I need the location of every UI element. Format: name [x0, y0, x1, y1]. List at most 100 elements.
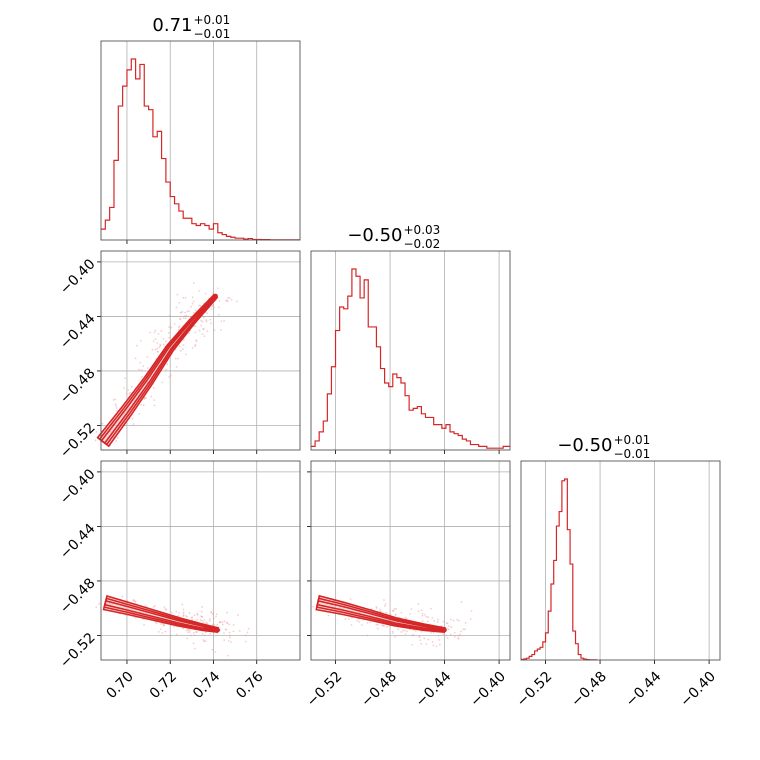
- sample-point: [175, 365, 178, 368]
- sample-point: [123, 377, 126, 380]
- sample-point: [164, 608, 167, 610]
- sample-point: [411, 643, 414, 646]
- sample-point: [200, 610, 203, 613]
- title-lower-error: −0.02: [404, 237, 441, 251]
- sample-point: [376, 627, 379, 630]
- sample-point: [123, 387, 125, 389]
- sample-point: [229, 636, 231, 639]
- sample-point: [169, 634, 172, 637]
- sample-point: [168, 336, 171, 339]
- sample-point: [115, 404, 118, 407]
- sample-point: [202, 316, 205, 319]
- sample-point: [464, 628, 466, 631]
- sample-point: [200, 324, 203, 327]
- sample-point: [154, 348, 157, 351]
- panel-param1-vs-param2-axes: −0.40 −0.44 −0.48 −0.52: [57, 251, 300, 461]
- sample-point: [194, 309, 197, 312]
- sample-point: [192, 311, 195, 314]
- sample-point: [450, 618, 452, 621]
- sample-point: [194, 331, 197, 334]
- title-upper-error: +0.01: [194, 13, 231, 27]
- sample-point: [180, 311, 183, 314]
- sample-point: [405, 617, 408, 620]
- sample-point: [177, 357, 179, 360]
- panel-frame: [100, 250, 301, 451]
- sample-point: [226, 300, 229, 302]
- sample-point: [205, 319, 208, 321]
- sample-point: [392, 609, 395, 612]
- sample-point: [420, 642, 423, 645]
- sample-point: [203, 634, 206, 637]
- sample-point: [195, 340, 198, 343]
- sample-point: [153, 399, 156, 402]
- sample-point: [427, 616, 430, 619]
- sample-point: [409, 612, 412, 615]
- sample-point: [129, 391, 132, 394]
- sample-point: [179, 317, 182, 320]
- sample-point: [423, 637, 426, 640]
- title-upper-error: +0.01: [614, 433, 651, 447]
- sample-point: [190, 617, 193, 619]
- sample-point: [182, 296, 185, 299]
- sample-point: [375, 605, 378, 608]
- sample-point: [394, 635, 396, 638]
- sample-point: [457, 634, 460, 637]
- sample-point: [214, 650, 217, 653]
- sample-point: [381, 624, 384, 627]
- sample-point: [213, 306, 216, 309]
- sample-point: [192, 300, 195, 303]
- sample-point: [212, 613, 215, 616]
- sample-point: [175, 306, 178, 309]
- sample-point: [138, 412, 141, 415]
- sample-point: [177, 326, 180, 329]
- sample-point: [201, 320, 204, 323]
- sample-point: [457, 637, 460, 640]
- sample-point: [174, 357, 177, 360]
- sample-point: [134, 357, 137, 360]
- sample-point: [185, 615, 188, 617]
- panel-frame: [100, 40, 301, 241]
- sample-point: [156, 347, 159, 350]
- sample-point: [400, 631, 403, 633]
- sample-point: [225, 628, 228, 631]
- sample-point: [139, 339, 142, 342]
- contour-param1-vs-param2: [94, 282, 238, 448]
- sample-point: [216, 623, 219, 626]
- sample-point: [161, 381, 164, 384]
- sample-point: [442, 620, 445, 623]
- sample-point: [426, 620, 429, 623]
- sample-point: [226, 622, 229, 625]
- sample-point: [383, 605, 386, 607]
- sample-point: [168, 326, 171, 328]
- sample-point: [162, 343, 165, 346]
- sample-point: [389, 613, 392, 616]
- sample-point: [446, 637, 449, 640]
- panel-param3-marginal-axes: −0.52 −0.48 −0.44 −0.40: [514, 461, 719, 710]
- sample-point: [464, 622, 467, 624]
- sample-point: [179, 318, 182, 321]
- sample-point: [121, 595, 124, 598]
- sample-point: [187, 629, 190, 632]
- sample-point: [200, 615, 203, 618]
- sample-point: [228, 631, 231, 634]
- sample-point: [244, 640, 247, 643]
- sample-point: [195, 618, 198, 621]
- sample-point: [195, 631, 198, 634]
- sample-point: [445, 622, 448, 624]
- sample-point: [191, 296, 194, 299]
- sample-point: [418, 634, 421, 637]
- sample-point: [116, 409, 118, 412]
- sample-point: [382, 624, 384, 627]
- sample-point: [375, 607, 378, 609]
- sample-point: [226, 654, 229, 657]
- sample-point: [438, 643, 441, 646]
- sample-point: [192, 642, 195, 645]
- sample-point: [150, 395, 153, 398]
- sample-point: [394, 613, 397, 616]
- sample-point: [433, 620, 435, 622]
- sample-point: [210, 611, 213, 614]
- sample-point: [171, 611, 173, 614]
- sample-point: [191, 616, 194, 619]
- sample-point: [192, 282, 195, 284]
